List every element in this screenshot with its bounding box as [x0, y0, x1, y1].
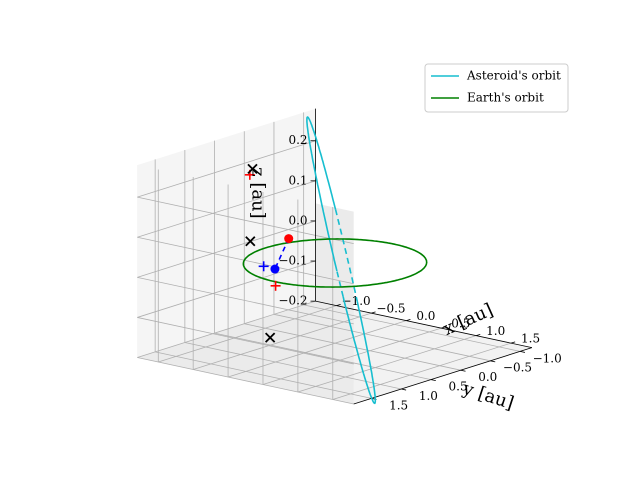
grid-x-floor	[193, 312, 372, 370]
grid-z-right	[137, 357, 354, 405]
grid-x-floor	[297, 335, 477, 393]
y-tick-label: 0.5	[449, 380, 468, 394]
grid-x-floor	[262, 327, 442, 385]
x-tick	[510, 341, 516, 344]
series-earth-orbit	[242, 238, 428, 288]
point-marker	[284, 234, 294, 244]
grid-x-floor	[227, 320, 407, 378]
z-tick-label: 0.1	[288, 173, 307, 187]
y-tick-label: 0.0	[478, 370, 497, 384]
y-tick	[401, 388, 407, 391]
z-tick-label: −0.2	[278, 294, 307, 308]
grid-y-floor	[214, 332, 432, 380]
grid-y-floor	[273, 313, 491, 362]
dashed-connector	[274, 238, 290, 270]
x-tick-label: 1.5	[521, 331, 540, 345]
grid-y-floor	[155, 351, 372, 399]
grid-z-right	[137, 236, 354, 285]
plus-marker	[270, 280, 281, 291]
series-asteroid-orbit-hidden	[336, 270, 344, 297]
x-tick-label: 1.0	[486, 324, 505, 338]
z-tick-label: 0.0	[288, 213, 307, 227]
z-tick-label: −0.1	[278, 254, 307, 268]
series-asteroid-orbit	[342, 296, 365, 374]
y-tick-label: 1.0	[419, 389, 438, 403]
z-tick-label: 0.2	[288, 133, 307, 147]
cross-marker	[264, 332, 276, 343]
grid-z-right	[137, 317, 354, 365]
legend-entry-label: Earth's orbit	[467, 91, 544, 105]
grid-z-right	[137, 276, 354, 325]
y-tick	[430, 379, 436, 382]
x-tick	[371, 311, 376, 314]
cross-marker	[245, 236, 256, 247]
marker-layer	[244, 163, 294, 343]
x-axis-line	[315, 300, 533, 349]
z-axis-label: z [au]	[248, 167, 269, 219]
point-marker	[270, 264, 280, 274]
grid-z-left	[137, 260, 316, 318]
y-tick-label: 1.5	[389, 398, 408, 412]
x-tick-label: −0.5	[376, 301, 405, 315]
x-tick	[336, 303, 341, 307]
x-tick	[441, 326, 446, 329]
grid-z-right	[137, 196, 354, 245]
x-tick-label: 0.5	[451, 316, 470, 330]
series-asteroid-orbit	[356, 301, 377, 405]
grid-z-left	[137, 140, 316, 198]
plus-marker	[258, 261, 269, 272]
y-tick	[460, 369, 466, 372]
series-layer	[242, 116, 428, 405]
tick-marks: −1.0−0.50.00.51.01.5−1.0−0.50.00.51.01.5…	[278, 133, 561, 412]
grid-z-left	[137, 220, 316, 278]
y-tick	[519, 351, 526, 353]
legend: Asteroid's orbit Earth's orbit	[424, 63, 569, 113]
grid-x-floor	[332, 342, 512, 400]
x-tick-label: 0.0	[416, 309, 435, 323]
y-axis-line	[353, 347, 533, 405]
y-tick-label: −1.0	[533, 351, 562, 365]
back-left-pane	[137, 108, 316, 358]
grid-z-left	[137, 180, 316, 238]
series-asteroid-orbit	[306, 116, 338, 272]
grid-z-left	[137, 300, 316, 358]
y-tick	[490, 360, 496, 363]
legend-frame	[424, 63, 569, 113]
x-tick	[475, 333, 481, 337]
x-tick-label: −1.0	[342, 294, 371, 308]
grid-lines	[137, 112, 521, 405]
series-asteroid-orbit-hidden	[334, 209, 358, 302]
grid-y-floor	[244, 323, 461, 371]
x-tick	[406, 318, 411, 322]
y-tick-label: −0.5	[503, 361, 532, 375]
grid-x-floor	[158, 305, 337, 363]
grid-y-floor	[303, 304, 521, 352]
cross-marker	[247, 163, 258, 174]
legend-entry-label: Asteroid's orbit	[466, 69, 561, 83]
